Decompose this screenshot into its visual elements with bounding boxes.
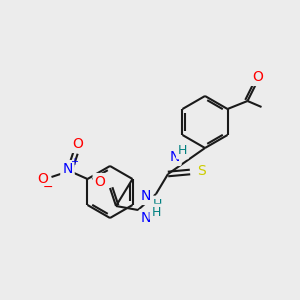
Text: H: H (151, 206, 161, 218)
Text: O: O (252, 70, 263, 84)
Text: N: N (141, 211, 151, 225)
Text: +: + (70, 157, 79, 167)
Text: H: H (152, 197, 162, 211)
Text: N: N (141, 189, 151, 203)
Text: O: O (72, 137, 83, 151)
Text: S: S (198, 164, 206, 178)
Text: −: − (42, 181, 53, 194)
Text: O: O (94, 175, 105, 189)
Text: O: O (37, 172, 48, 186)
Text: N: N (62, 162, 73, 176)
Text: H: H (178, 145, 187, 158)
Text: N: N (169, 150, 180, 164)
